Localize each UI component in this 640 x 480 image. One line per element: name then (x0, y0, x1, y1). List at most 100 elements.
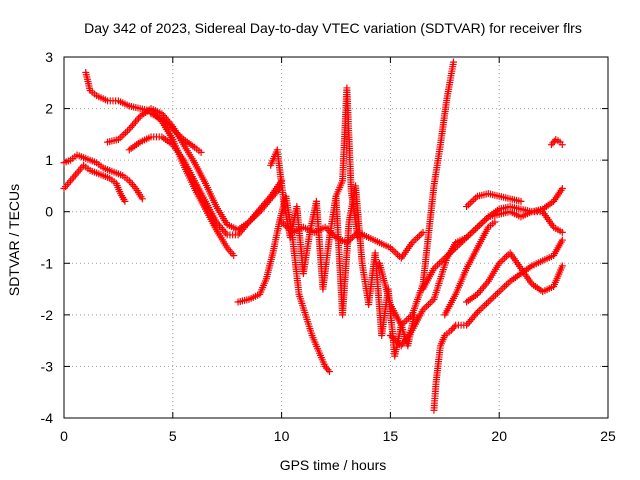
series-track-3 (82, 68, 238, 260)
series-track-5 (125, 133, 286, 239)
data-point (123, 127, 131, 135)
data-point (118, 132, 126, 140)
x-tick-label: 0 (60, 428, 68, 444)
data-point (472, 225, 480, 233)
data-point (464, 201, 472, 209)
data-point (423, 302, 431, 310)
series-track-12 (386, 185, 566, 350)
y-tick-label: 0 (45, 204, 53, 220)
data-point (502, 281, 510, 289)
data-point (414, 234, 422, 241)
series-track-17 (463, 249, 566, 306)
series-track-7 (234, 192, 333, 376)
data-point (481, 301, 489, 309)
data-point (127, 123, 135, 131)
data-point (197, 148, 205, 156)
data-point (133, 116, 141, 124)
data-point (501, 282, 509, 290)
data-point (475, 307, 483, 315)
data-point (466, 230, 474, 238)
x-axis-label: GPS time / hours (280, 457, 387, 473)
axes: 0 5 10 15 20 25 -4 -3 -2 -1 0 1 2 3 (41, 49, 616, 444)
data-point (473, 223, 481, 231)
data-point (468, 228, 476, 236)
data-point (410, 237, 418, 245)
chart-title: Day 342 of 2023, Sidereal Day-to-day VTE… (84, 20, 582, 36)
data-point (230, 252, 238, 260)
x-tick-label: 20 (491, 428, 507, 444)
data-marks (60, 58, 566, 414)
data-point (477, 287, 485, 295)
data-point (492, 291, 500, 299)
series-track-9 (278, 218, 427, 262)
data-point (325, 368, 333, 376)
data-point (495, 288, 503, 296)
x-tick-label: 10 (274, 428, 290, 444)
data-point (469, 314, 477, 322)
data-point (120, 130, 128, 138)
data-point (481, 216, 489, 224)
data-point (479, 303, 487, 311)
data-point (477, 305, 485, 313)
data-point (478, 285, 486, 293)
data-point (403, 316, 411, 324)
data-point (345, 237, 353, 245)
series-track-6 (147, 110, 205, 156)
y-tick-label: 3 (45, 49, 53, 65)
data-point (390, 247, 398, 255)
series-track-15 (441, 218, 499, 319)
data-point (484, 298, 492, 306)
data-point (480, 283, 488, 291)
data-point (122, 129, 130, 137)
y-tick-label: -4 (41, 410, 54, 426)
data-point (558, 185, 566, 193)
data-point (434, 261, 442, 269)
data-point (493, 289, 501, 297)
y-tick-label: 2 (45, 101, 53, 117)
series-track-1 (60, 151, 146, 203)
data-point (463, 203, 471, 211)
data-point (468, 197, 476, 205)
data-point (472, 310, 480, 318)
data-point (502, 252, 510, 260)
data-point (412, 235, 420, 243)
series-track-10 (332, 84, 362, 241)
data-point (415, 232, 423, 240)
data-point (424, 301, 432, 309)
x-tick-label: 15 (383, 428, 399, 444)
series-track-13 (430, 236, 566, 414)
data-point (558, 236, 566, 244)
data-point (464, 319, 472, 327)
series-track-2 (60, 161, 129, 205)
series-track-16 (463, 190, 525, 211)
data-point (135, 114, 143, 122)
data-point (394, 251, 402, 259)
data-point (470, 312, 478, 320)
data-point (466, 317, 474, 325)
data-point (388, 333, 396, 341)
data-point (426, 299, 434, 307)
data-point (125, 125, 133, 133)
data-point (491, 218, 499, 226)
data-point (488, 295, 496, 303)
y-tick-label: 1 (45, 152, 53, 168)
data-point (481, 281, 489, 289)
x-tick-label: 5 (169, 428, 177, 444)
data-point (499, 284, 507, 292)
data-point (477, 220, 485, 228)
data-point (121, 197, 129, 205)
data-point (354, 234, 362, 241)
data-point (517, 197, 525, 205)
data-point (475, 221, 483, 229)
data-point (490, 293, 498, 301)
data-point (558, 141, 566, 149)
data-point (497, 286, 505, 294)
data-point (324, 366, 332, 374)
data-point (486, 296, 494, 304)
data-point (450, 58, 458, 66)
series-track-14 (419, 203, 566, 293)
data-point (405, 314, 413, 322)
y-tick-label: -2 (41, 307, 54, 323)
y-axis-label: SDTVAR / TECUs (6, 184, 22, 296)
